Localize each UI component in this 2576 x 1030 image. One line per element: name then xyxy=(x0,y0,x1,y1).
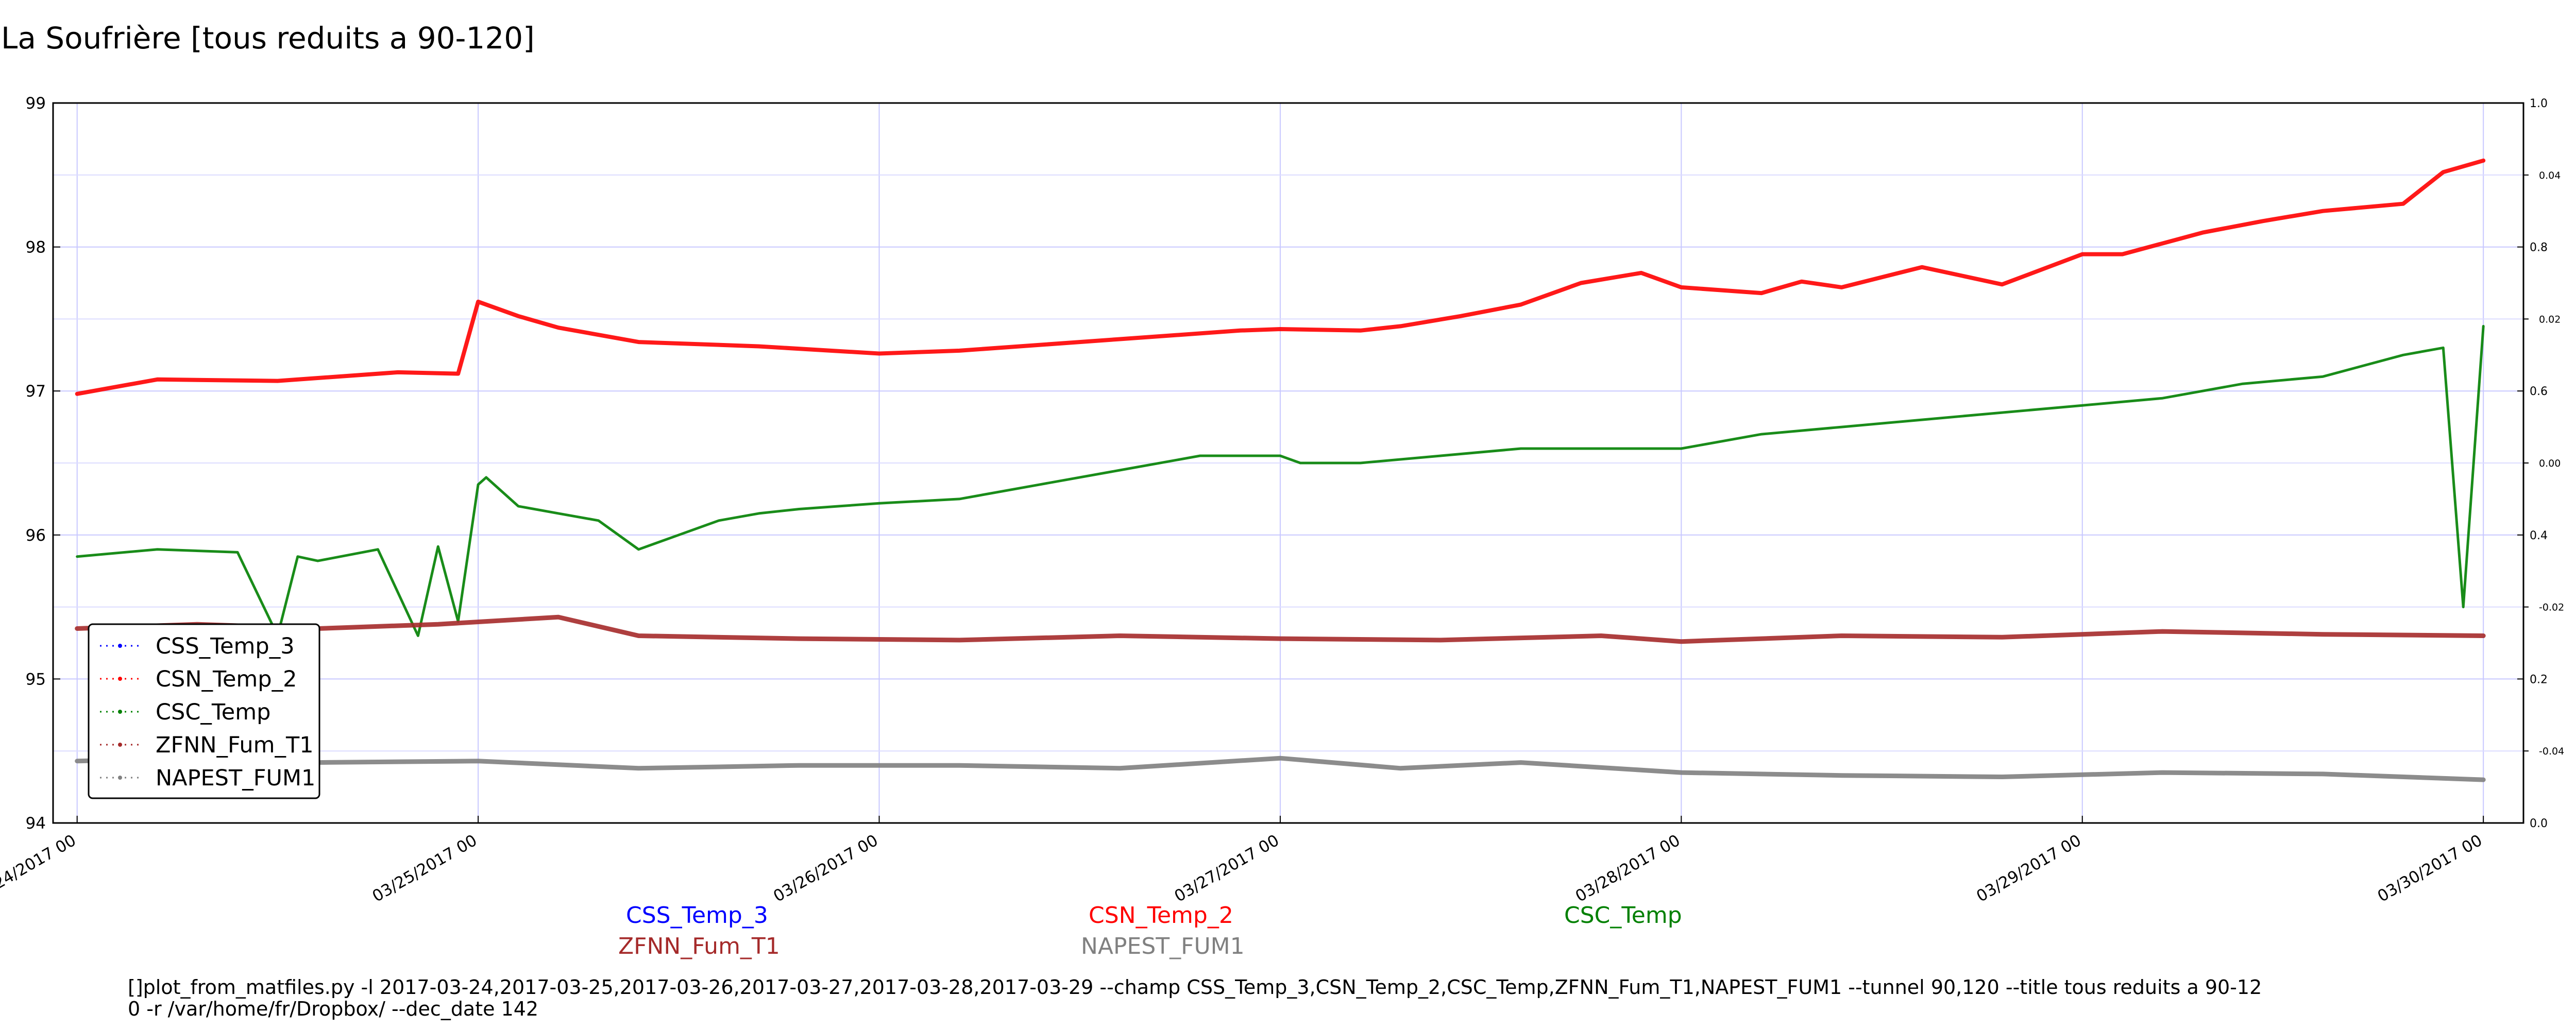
y-right-inner-tick-label: -0.02 xyxy=(2539,602,2564,613)
y-right-tick-label: 0.6 xyxy=(2530,385,2548,398)
command-line: []plot_from_matfiles.py -l 2017-03-24,20… xyxy=(128,976,2262,1020)
y-tick-label: 97 xyxy=(26,382,46,401)
legend-label: CSN_Temp_2 xyxy=(156,666,297,692)
series-line-csc-temp xyxy=(76,324,2485,637)
legend-entry-css-temp-3: CSS_Temp_3 xyxy=(100,633,295,659)
x-tick-label: 03/26/2017 00 xyxy=(770,831,881,906)
series-label-csn-temp-2: CSN_Temp_2 xyxy=(1089,902,1233,929)
legend-marker xyxy=(118,677,122,681)
series-label-css-temp-3: CSS_Temp_3 xyxy=(626,902,768,929)
x-tick-label: 03/30/2017 00 xyxy=(2375,831,2485,906)
y-tick-label: 96 xyxy=(26,526,46,545)
y-right-inner-tick-label: -0.04 xyxy=(2539,746,2564,757)
legend-label: NAPEST_FUM1 xyxy=(156,765,315,791)
legend-entry-napest-fum1: NAPEST_FUM1 xyxy=(100,765,315,791)
y-tick-label: 95 xyxy=(26,670,46,689)
y-right-tick-label: 0.0 xyxy=(2530,817,2548,830)
y-tick-label: 99 xyxy=(26,94,46,113)
y-tick-label: 94 xyxy=(26,814,46,833)
legend-entry-csc-temp: CSC_Temp xyxy=(100,699,270,725)
legend-label: ZFNN_Fum_T1 xyxy=(156,732,314,758)
command-line-2: 0 -r /var/home/fr/Dropbox/ --dec_date 14… xyxy=(128,998,539,1020)
legend-box xyxy=(88,623,320,799)
y-right-tick-label: 1.0 xyxy=(2530,97,2548,110)
y-tick-label: 98 xyxy=(26,238,46,257)
chart-title: La Soufrière [tous reduits a 90-120] xyxy=(1,21,535,56)
y-right-inner-tick-label: 0.00 xyxy=(2539,458,2561,469)
y-right-tick-label: 0.2 xyxy=(2530,673,2548,686)
x-tick-label: 03/27/2017 00 xyxy=(1171,831,1282,906)
legend-marker xyxy=(118,776,122,780)
legend-label: CSC_Temp xyxy=(156,699,270,725)
series-line-napest-fum1 xyxy=(75,756,2486,782)
command-line-1: []plot_from_matfiles.py -l 2017-03-24,20… xyxy=(128,976,2262,999)
x-tick-label: 03/29/2017 00 xyxy=(1973,831,2084,906)
x-tick-label: 03/24/2017 00 xyxy=(0,831,79,906)
y-right-inner-tick-label: 0.04 xyxy=(2539,170,2561,181)
legend-label: CSS_Temp_3 xyxy=(156,633,295,659)
legend-marker xyxy=(118,710,122,714)
y-right-inner-tick-label: 0.02 xyxy=(2539,314,2561,325)
series-label-napest-fum1: NAPEST_FUM1 xyxy=(1081,933,1245,959)
x-tick-label: 03/28/2017 00 xyxy=(1572,831,1683,906)
legend-marker xyxy=(118,743,122,747)
legend-entry-csn-temp-2: CSN_Temp_2 xyxy=(100,666,297,692)
series-label-zfnn-fum-t1: ZFNN_Fum_T1 xyxy=(618,933,780,959)
legend-marker xyxy=(118,644,122,648)
y-right-tick-label: 0.4 xyxy=(2530,529,2548,542)
y-right-tick-label: 0.8 xyxy=(2530,242,2548,254)
series-label-csc-temp: CSC_Temp xyxy=(1564,902,1682,929)
series-line-csn-temp-2 xyxy=(75,158,2486,396)
x-tick-label: 03/25/2017 00 xyxy=(369,831,480,906)
legend-entry-zfnn-fum-t1: ZFNN_Fum_T1 xyxy=(100,732,314,758)
series-line-zfnn-fum-t1 xyxy=(75,614,2486,644)
